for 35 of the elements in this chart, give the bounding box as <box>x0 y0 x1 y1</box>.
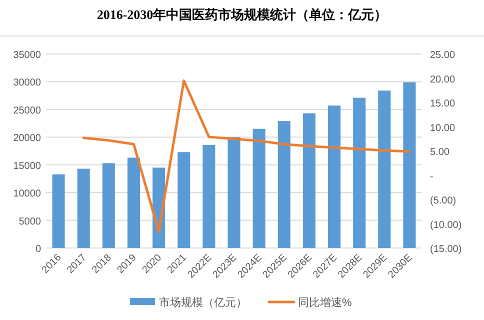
bar <box>278 121 290 248</box>
y-tick-label: 15000 <box>13 160 42 172</box>
bar <box>228 137 240 248</box>
y-tick-label: 5000 <box>18 216 42 228</box>
y-tick-label: 25000 <box>13 105 42 116</box>
legend-label: 同比增速% <box>298 296 352 309</box>
bar <box>353 98 366 248</box>
bar <box>127 158 140 248</box>
y-tick-label: 35000 <box>13 50 42 61</box>
bar <box>102 163 115 248</box>
y-tick-label: 20000 <box>13 133 42 144</box>
y2-tick-label: - <box>430 171 434 182</box>
chart-title: 2016-2030年中国医药市场规模统计（单位：亿元） <box>96 7 388 22</box>
y-tick-label: 30000 <box>13 78 42 89</box>
bar <box>378 90 391 248</box>
y-tick-label: 10000 <box>13 188 42 200</box>
legend-label: 市场规模（亿元） <box>159 296 247 309</box>
line-series <box>82 79 411 233</box>
bar <box>77 168 90 248</box>
y-tick-label: 0 <box>35 244 42 255</box>
bar <box>302 113 316 248</box>
y2-tick-label: (10.00) <box>430 220 462 231</box>
bar <box>178 152 190 248</box>
y2-tick-label: 15.00 <box>430 98 456 110</box>
y2-tick-label: (15.00) <box>430 244 462 255</box>
bar <box>52 174 65 248</box>
bar <box>328 106 341 248</box>
bar <box>252 128 266 248</box>
bar <box>202 144 216 248</box>
y2-tick-label: 5.00 <box>430 147 450 158</box>
y2-tick-label: 25.00 <box>430 50 456 61</box>
y2-tick-label: 20.00 <box>430 74 456 86</box>
y2-tick-label: 10.00 <box>430 122 456 134</box>
y2-tick-label: (5.00) <box>430 196 456 206</box>
bar <box>403 82 416 248</box>
